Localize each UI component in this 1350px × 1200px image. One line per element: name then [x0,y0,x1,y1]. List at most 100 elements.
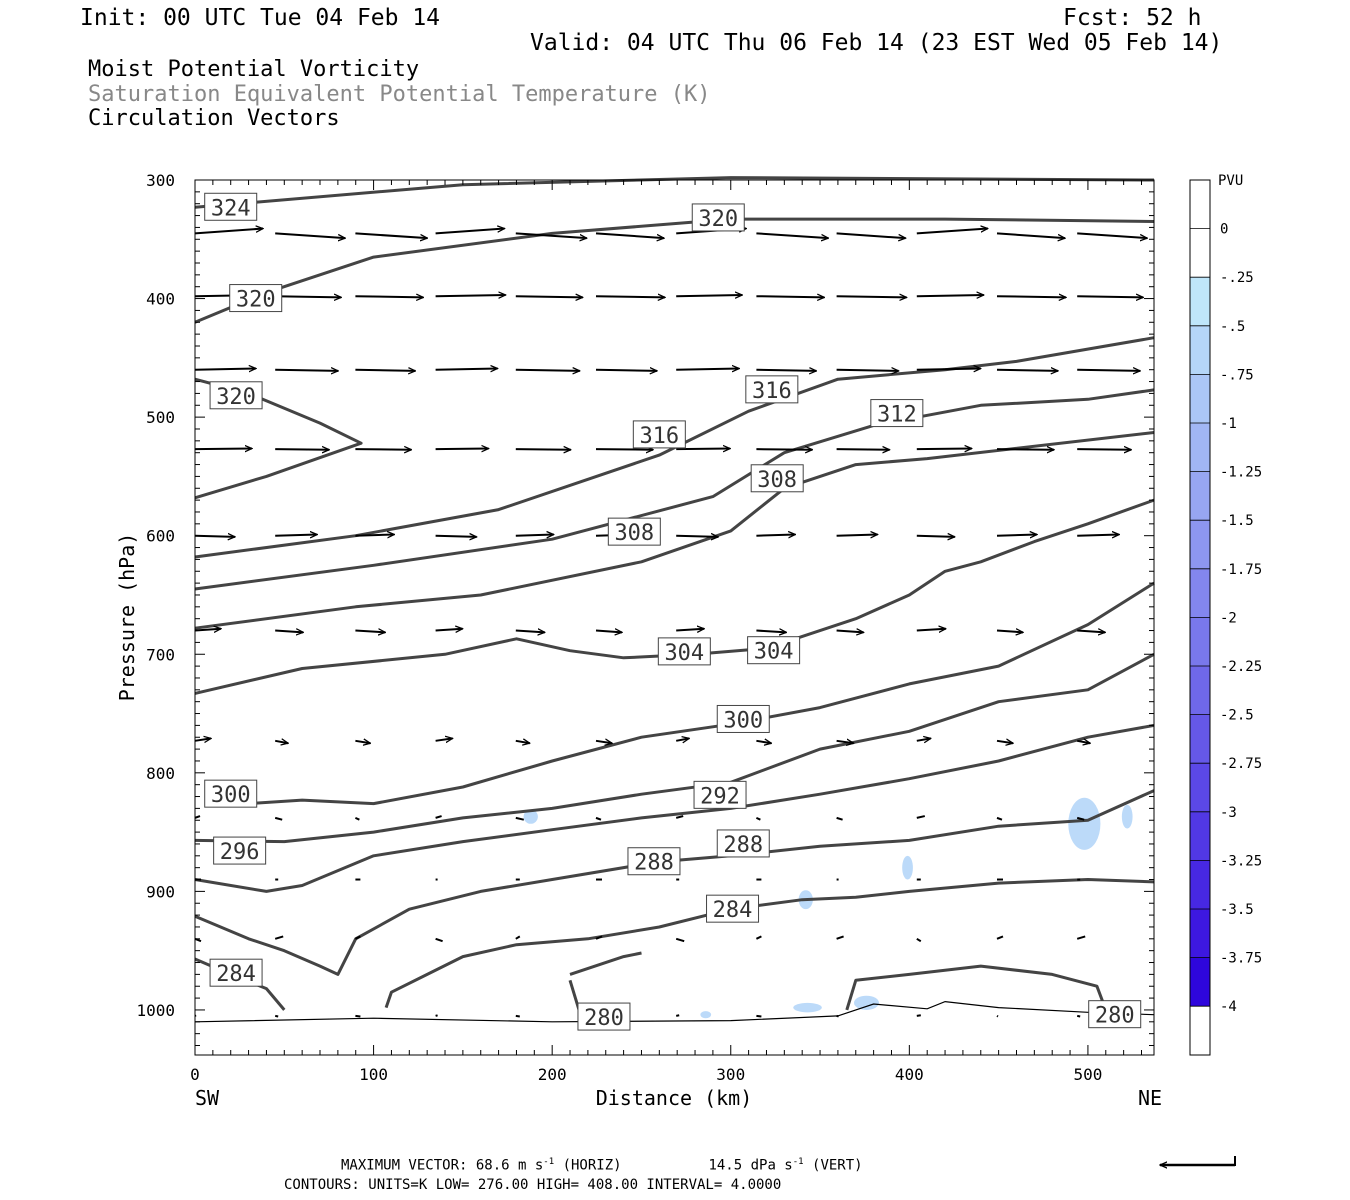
vector-arrow [916,536,955,537]
y-tick-label: 1000 [136,1001,175,1020]
contour-324-0 [194,176,1155,209]
contour-label: 308 [757,468,797,493]
y-tick-label: 600 [146,527,175,546]
vector-arrow [1076,935,1086,940]
contour-label: 324 [211,196,251,221]
colorbar-label: -2 [1220,610,1237,626]
vector-arrow [676,536,718,537]
endpoint-left: SW [195,1086,220,1110]
vector-arrow [274,935,284,940]
colorbar-swatch [1190,277,1210,326]
vector-arrow [435,937,443,943]
contour-label: 296 [220,840,260,865]
vector-arrow [355,370,415,371]
y-tick-label: 500 [146,408,175,427]
vector-arrow [435,738,453,740]
vector-arrow [275,370,338,371]
contour-280-16 [845,964,1108,1011]
vector-arrow [355,232,427,238]
colorbar-label: -1.5 [1220,513,1254,529]
colorbar: PVU 0 -.25 -.5 -.75 -1 -1.25 -1.5 -1.75 -2 -2.25 -2… [1189,173,1262,1056]
contour-308-5 [194,431,1155,630]
vector-arrow [756,370,816,371]
axes: 300 400 500 600 700 800 900 1000 0 100 200 300 400 50… [136,171,1154,1084]
vector-arrow [836,232,906,238]
vector-arrow [916,229,988,235]
vector-arrow [836,1014,839,1018]
contour-label-box [204,192,258,221]
vector-arrow [515,232,587,238]
vector-arrow [435,449,489,450]
colorbar-label: -3.5 [1220,902,1254,918]
vector-arrow [676,1014,680,1017]
vector-arrow [836,741,854,743]
vector-arrow [676,738,689,740]
pv-patch-3 [902,855,913,880]
vector-arrow [595,449,653,450]
colorbar-label: -1.25 [1220,465,1262,481]
vector-arrow [435,369,498,370]
layer-title-mpv: Moist Potential Vorticity [88,57,420,82]
vector-arrow [194,449,252,450]
vector-arrow [1077,631,1105,633]
contour-label: 288 [723,833,763,858]
contour-label: 320 [216,385,256,410]
contour-label-box [213,836,267,865]
contour-label-box [747,636,801,665]
vector-arrow [355,1014,361,1018]
vector-arrow [435,536,477,537]
vector-arrow [836,449,890,450]
endpoint-right: NE [1138,1086,1162,1110]
colorbar-swatch [1190,811,1210,861]
colorbar-swatch [1190,666,1210,715]
vector-arrow [515,935,521,940]
colorbar-swatch [1190,860,1210,909]
vector-arrow [354,935,361,940]
contour-label: 280 [584,1006,624,1031]
vector-arrow [1077,232,1147,238]
contour-label: 312 [877,403,917,428]
colorbar-label: -1 [1220,416,1237,432]
vector-arrow [836,370,899,371]
vector-arrow [676,369,739,370]
vector-arrow [194,229,263,235]
forecast-hour: Fcst: 52 h [1063,5,1202,31]
contour-label: 304 [754,640,794,665]
x-tick-label: 400 [895,1065,924,1084]
vector-arrow [515,741,530,743]
contour-label-box [745,375,799,404]
contour-label-box [632,420,686,449]
vector-arrow [1077,534,1119,535]
vector-arrow [996,631,1023,633]
vector-arrow [996,232,1065,238]
contour-label: 304 [664,641,704,666]
colorbar-label: -3 [1220,805,1237,821]
contour-label-box [750,464,804,493]
colorbar-label: -.5 [1220,319,1245,335]
vector-arrow [515,449,571,450]
contour-label: 280 [1095,1004,1135,1029]
vector-arrow [355,741,370,743]
vector-arrow [275,741,288,743]
vector-arrow [756,534,795,535]
vector-arrow [515,370,580,371]
vector-arrow [1077,296,1143,297]
vector-arrow [595,370,657,371]
contour-label: 284 [713,898,753,923]
colorbar-label: -3.75 [1220,951,1262,967]
vector-arrow [916,1014,921,1017]
vector-arrow [595,232,664,238]
vector-arrow [996,1015,999,1018]
vector-arrow [755,935,762,940]
vector-arrow [996,534,1037,535]
x-tick-label: 0 [190,1065,200,1084]
vector-arrow [836,534,878,535]
vector-arrow [595,816,602,821]
vector-arrow [756,631,786,633]
colorbar-swatch [1190,909,1210,958]
vector-arrow [996,935,1004,940]
pv-patch-7 [700,1011,712,1019]
y-tick-label: 400 [146,290,175,309]
x-tick-label: 100 [359,1065,388,1084]
contour-label: 300 [723,708,763,733]
